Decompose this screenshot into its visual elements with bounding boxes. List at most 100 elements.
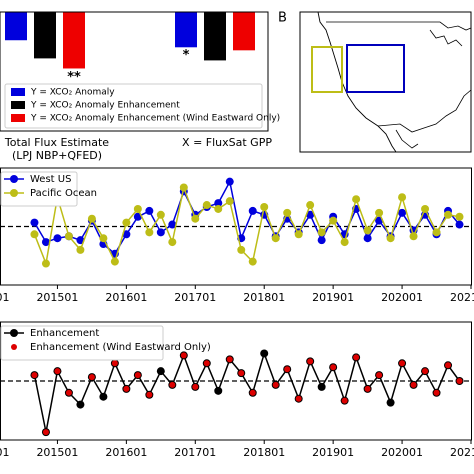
point <box>64 232 73 241</box>
point <box>364 385 371 392</box>
x-tick-label: 201401 <box>0 446 10 459</box>
point <box>421 204 430 213</box>
point <box>248 206 257 215</box>
point <box>248 257 257 266</box>
point <box>260 203 269 211</box>
x-tick-label: 201401 <box>0 291 10 304</box>
annotation: * <box>183 48 190 63</box>
point <box>123 385 130 392</box>
point <box>445 362 452 369</box>
point <box>353 354 360 361</box>
point <box>180 352 187 359</box>
x-tick-label: 202101 <box>450 291 474 304</box>
point <box>340 238 349 247</box>
map-panel: B <box>278 11 472 153</box>
point <box>76 236 85 245</box>
point <box>398 193 407 202</box>
point <box>122 230 131 239</box>
x-tick-label: 201701 <box>174 446 216 459</box>
legend-marker <box>10 189 18 197</box>
point <box>375 208 384 217</box>
point <box>168 238 177 247</box>
point <box>214 204 223 213</box>
point <box>237 245 246 254</box>
point <box>122 218 131 227</box>
point <box>146 391 153 398</box>
legend-label: West US <box>30 174 71 185</box>
point <box>134 372 141 379</box>
point <box>330 364 337 371</box>
point <box>386 398 395 407</box>
point <box>226 356 233 363</box>
point <box>76 245 85 254</box>
point <box>191 214 200 223</box>
point <box>455 220 464 229</box>
point <box>156 367 165 376</box>
point <box>307 358 314 365</box>
point <box>422 368 429 375</box>
point <box>363 234 372 243</box>
x-tick-label: 201801 <box>243 446 285 459</box>
ocean-region <box>311 46 343 93</box>
bar <box>233 12 255 51</box>
annotation: ** <box>67 70 81 85</box>
point <box>363 226 372 235</box>
point <box>87 214 96 223</box>
point <box>179 183 188 192</box>
point <box>133 204 142 213</box>
panel-label: B <box>278 11 287 26</box>
point <box>54 368 61 375</box>
point <box>341 397 348 404</box>
point <box>432 228 441 237</box>
point <box>306 201 315 210</box>
legend-box <box>0 171 78 207</box>
point <box>317 382 326 391</box>
point <box>111 360 118 367</box>
legend-swatch <box>11 101 25 109</box>
point <box>399 360 406 367</box>
series-line <box>33 351 461 433</box>
legend-swatch <box>11 114 25 122</box>
axes-frame <box>0 321 472 441</box>
legend-label: Enhancement <box>30 328 99 339</box>
bar <box>34 12 56 59</box>
coastline <box>317 11 397 153</box>
point <box>31 372 38 379</box>
point <box>352 195 361 204</box>
x-tick-label: 201501 <box>36 291 78 304</box>
bar <box>5 12 27 41</box>
point <box>329 216 338 225</box>
point <box>156 228 165 237</box>
bar <box>175 12 197 48</box>
map-frame <box>299 11 472 153</box>
point <box>238 370 245 377</box>
point <box>214 199 223 208</box>
point <box>456 378 463 384</box>
x-tick-label: 201901 <box>312 446 354 459</box>
point <box>249 389 256 396</box>
x-tick-label: 201601 <box>105 291 147 304</box>
point <box>376 372 383 379</box>
point <box>284 366 291 373</box>
point <box>283 208 292 217</box>
point <box>398 208 407 217</box>
point <box>444 210 453 219</box>
point <box>317 236 326 245</box>
point <box>271 234 280 243</box>
x-tick-label: Total Flux Estimate <box>4 136 109 149</box>
x-tick-label: 202001 <box>381 446 423 459</box>
point <box>41 238 50 247</box>
bar <box>204 12 226 61</box>
legend-box <box>4 83 263 129</box>
point <box>410 381 417 388</box>
point <box>260 349 269 358</box>
x-tick-label: X = FluxSat GPP <box>182 136 272 149</box>
point <box>41 259 50 268</box>
border <box>377 89 472 133</box>
point <box>42 429 49 436</box>
point <box>30 230 39 239</box>
point <box>169 381 176 388</box>
point <box>214 386 223 395</box>
point <box>317 228 326 237</box>
